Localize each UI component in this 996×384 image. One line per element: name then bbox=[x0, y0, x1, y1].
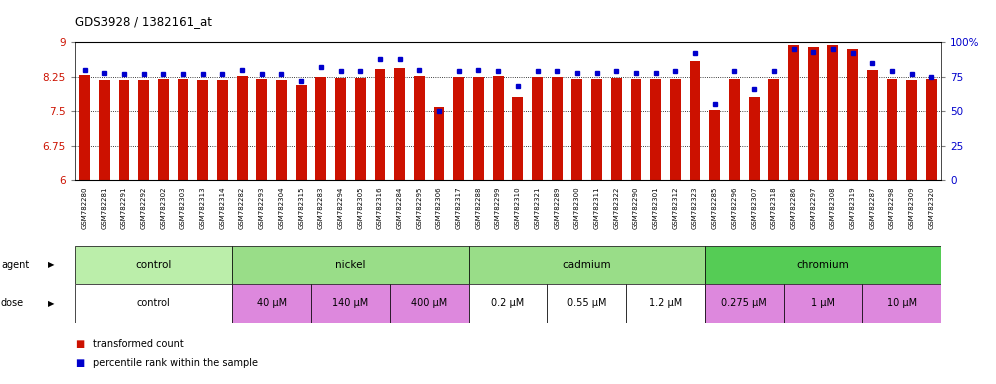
Bar bbox=[177, 79, 188, 180]
Bar bbox=[784, 284, 863, 323]
Text: ▶: ▶ bbox=[48, 260, 55, 270]
Bar bbox=[473, 77, 484, 180]
Bar bbox=[256, 79, 267, 180]
Bar bbox=[197, 79, 208, 180]
Text: percentile rank within the sample: percentile rank within the sample bbox=[93, 358, 258, 368]
Bar bbox=[689, 61, 700, 180]
Bar bbox=[749, 97, 760, 180]
Bar bbox=[493, 76, 504, 180]
Bar bbox=[374, 69, 385, 180]
Bar bbox=[788, 45, 799, 180]
Bar bbox=[433, 107, 444, 180]
Text: 140 μM: 140 μM bbox=[333, 298, 369, 308]
Bar bbox=[848, 49, 858, 180]
Bar bbox=[468, 284, 548, 323]
Text: transformed count: transformed count bbox=[93, 339, 183, 349]
Text: dose: dose bbox=[1, 298, 24, 308]
Bar bbox=[626, 284, 705, 323]
Bar bbox=[99, 80, 110, 180]
Text: 400 μM: 400 μM bbox=[411, 298, 447, 308]
Bar bbox=[389, 284, 468, 323]
Text: 10 μM: 10 μM bbox=[886, 298, 917, 308]
Bar bbox=[670, 79, 681, 180]
Bar bbox=[828, 45, 839, 180]
Bar bbox=[394, 68, 405, 180]
Text: 40 μM: 40 μM bbox=[257, 298, 287, 308]
Text: agent: agent bbox=[1, 260, 29, 270]
Bar bbox=[729, 79, 740, 180]
Bar bbox=[548, 284, 626, 323]
Bar bbox=[867, 70, 877, 180]
Bar bbox=[592, 79, 602, 180]
Text: 1.2 μM: 1.2 μM bbox=[648, 298, 682, 308]
Text: nickel: nickel bbox=[336, 260, 366, 270]
Text: 1 μM: 1 μM bbox=[811, 298, 835, 308]
Bar bbox=[232, 246, 468, 284]
Bar bbox=[532, 77, 543, 180]
Bar bbox=[926, 79, 937, 180]
Text: 0.275 μM: 0.275 μM bbox=[721, 298, 767, 308]
Bar bbox=[138, 79, 149, 180]
Text: GDS3928 / 1382161_at: GDS3928 / 1382161_at bbox=[75, 15, 212, 28]
Text: control: control bbox=[136, 298, 170, 308]
Bar bbox=[276, 79, 287, 180]
Text: ■: ■ bbox=[75, 339, 84, 349]
Bar bbox=[296, 85, 307, 180]
Bar bbox=[906, 79, 917, 180]
Bar bbox=[453, 77, 464, 180]
Bar bbox=[119, 79, 129, 180]
Text: control: control bbox=[135, 260, 171, 270]
Bar bbox=[512, 97, 523, 180]
Bar bbox=[217, 80, 228, 180]
Bar bbox=[355, 78, 366, 180]
Bar bbox=[705, 284, 784, 323]
Text: ■: ■ bbox=[75, 358, 84, 368]
Bar bbox=[572, 79, 583, 180]
Bar bbox=[630, 79, 641, 180]
Bar bbox=[75, 284, 232, 323]
Bar bbox=[709, 111, 720, 180]
Bar bbox=[552, 77, 563, 180]
Text: chromium: chromium bbox=[797, 260, 850, 270]
Bar bbox=[650, 79, 661, 180]
Bar bbox=[316, 77, 327, 180]
Bar bbox=[158, 79, 168, 180]
Text: 0.55 μM: 0.55 μM bbox=[567, 298, 607, 308]
Bar bbox=[311, 284, 389, 323]
Bar bbox=[414, 76, 424, 180]
Bar bbox=[808, 47, 819, 180]
Bar bbox=[705, 246, 941, 284]
Bar bbox=[75, 246, 232, 284]
Text: 0.2 μM: 0.2 μM bbox=[491, 298, 525, 308]
Bar bbox=[232, 284, 311, 323]
Text: ▶: ▶ bbox=[48, 299, 55, 308]
Bar bbox=[335, 78, 346, 180]
Bar bbox=[237, 76, 248, 180]
Bar bbox=[886, 79, 897, 180]
Text: cadmium: cadmium bbox=[563, 260, 612, 270]
Bar bbox=[468, 246, 705, 284]
Bar bbox=[863, 284, 941, 323]
Bar bbox=[611, 78, 622, 180]
Bar bbox=[79, 75, 90, 180]
Bar bbox=[768, 79, 779, 180]
